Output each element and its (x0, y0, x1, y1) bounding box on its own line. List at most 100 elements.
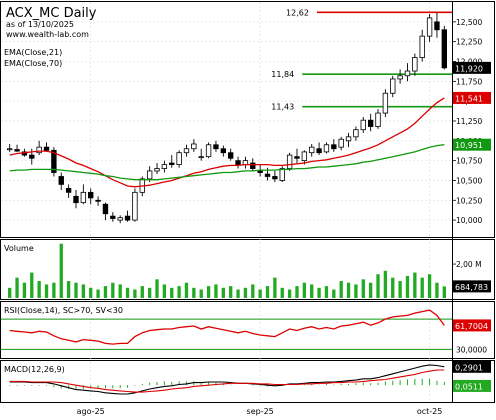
candle-body (95, 199, 101, 202)
ema70-badge: 10,951 (455, 141, 483, 150)
level-label: 12,62 (286, 8, 309, 17)
candle-body (14, 149, 20, 152)
macd-line (9, 364, 445, 395)
candle-body (205, 144, 212, 158)
candle-body (65, 187, 72, 193)
volume-bar (265, 286, 270, 298)
volume-bar (346, 282, 351, 298)
volume-bar (324, 286, 329, 298)
candle-body (316, 148, 322, 154)
candle-body (117, 217, 123, 221)
volume-bar (74, 282, 78, 298)
as-of-date: as of 13/10/2025 (6, 20, 74, 29)
ema21-badge: 11,541 (455, 94, 483, 103)
candle-body (331, 144, 337, 150)
last-price-badge: 11,920 (455, 64, 483, 73)
volume-bar (243, 287, 248, 298)
volume-bar (22, 282, 27, 298)
candle-body (294, 156, 300, 159)
candle-body (73, 195, 79, 204)
macd-hist-badge: 0,0511 (455, 382, 483, 391)
candle-body (360, 119, 366, 131)
volume-bar (170, 287, 174, 298)
price-pane-border (0, 1, 495, 238)
volume-badge: 684,783 (455, 283, 488, 292)
candle-body (338, 138, 344, 148)
volume-bar (258, 289, 262, 298)
volume-bar (229, 286, 233, 298)
ema21-line (9, 97, 445, 188)
level-label: 11,43 (271, 103, 294, 112)
volume-bar (103, 286, 108, 298)
date-tick-label: oct-25 (417, 407, 443, 416)
candle-body (161, 164, 168, 169)
price-tick-label: 11,750 (456, 77, 482, 86)
candle-body (412, 57, 418, 72)
volume-bar (287, 289, 292, 298)
price-tick-label: 10,000 (456, 216, 482, 225)
volume-bar (155, 279, 159, 298)
candle-body (286, 154, 293, 169)
volume-bar (405, 275, 410, 298)
rsi-line (9, 309, 445, 345)
candle-body (43, 146, 50, 151)
volume-bar (89, 287, 93, 298)
volume-bar (413, 272, 417, 298)
volume-bar (427, 274, 432, 298)
rsi-badge: 61,7004 (455, 322, 488, 331)
volume-bar (317, 287, 321, 298)
volume-bar (30, 272, 34, 298)
macd-pane-border (0, 360, 495, 403)
volume-bar (184, 282, 189, 298)
volume-bar (125, 287, 130, 298)
candle-body (51, 149, 57, 173)
candle-body (279, 168, 285, 181)
ema70-badge-bg (453, 138, 491, 151)
volume-bar (332, 289, 336, 298)
price-tick-label: 11,250 (456, 117, 482, 126)
candle-body (6, 148, 13, 151)
volume-bar (398, 281, 402, 298)
candle-body (419, 35, 425, 58)
candle-body (110, 215, 116, 219)
volume-bar (37, 281, 41, 298)
rsi-badge-bg (453, 319, 491, 332)
candle-body (235, 160, 241, 165)
volume-bar (280, 287, 284, 298)
volume-bar (295, 286, 299, 298)
candle-body (272, 176, 278, 180)
rsi-legend: RSI(Close,14), SC>70, SV<30 (4, 306, 123, 315)
candle-body (191, 143, 197, 150)
volume-bar (177, 286, 181, 298)
candle-body (404, 70, 411, 77)
volume-bar (52, 282, 56, 298)
ema-lines (9, 97, 445, 188)
rsi-tick-label: 30,0000 (456, 345, 487, 354)
volume-bars: 2,00 M (8, 243, 482, 298)
last-price-badge-bg (453, 61, 491, 74)
volume-bar (339, 281, 343, 298)
volume-bar (140, 286, 144, 298)
volume-bar (118, 284, 122, 298)
volume-badge-bg (453, 280, 491, 293)
volume-bar (192, 287, 196, 298)
ema70-line (9, 144, 445, 181)
candle-body (345, 136, 352, 142)
candle-body (183, 148, 190, 154)
macd-hist-badge-bg (453, 379, 491, 392)
volume-bar (59, 243, 63, 298)
volume-bar (310, 284, 314, 298)
volume-bar (66, 281, 71, 298)
volume-bar (383, 270, 388, 298)
volume-bar (302, 282, 307, 298)
volume-bar (81, 284, 86, 298)
level-label: 11,84 (271, 70, 294, 79)
volume-bar (44, 284, 49, 298)
value-badges: 11,920 11,541 10,951 684,783 61,7004 0,2901 0,… (453, 61, 491, 392)
macd-plot (9, 364, 445, 395)
candle-body (227, 152, 234, 159)
candle-body (375, 112, 381, 127)
candle-body (198, 156, 204, 159)
price-tick-label: 12,250 (456, 38, 482, 47)
